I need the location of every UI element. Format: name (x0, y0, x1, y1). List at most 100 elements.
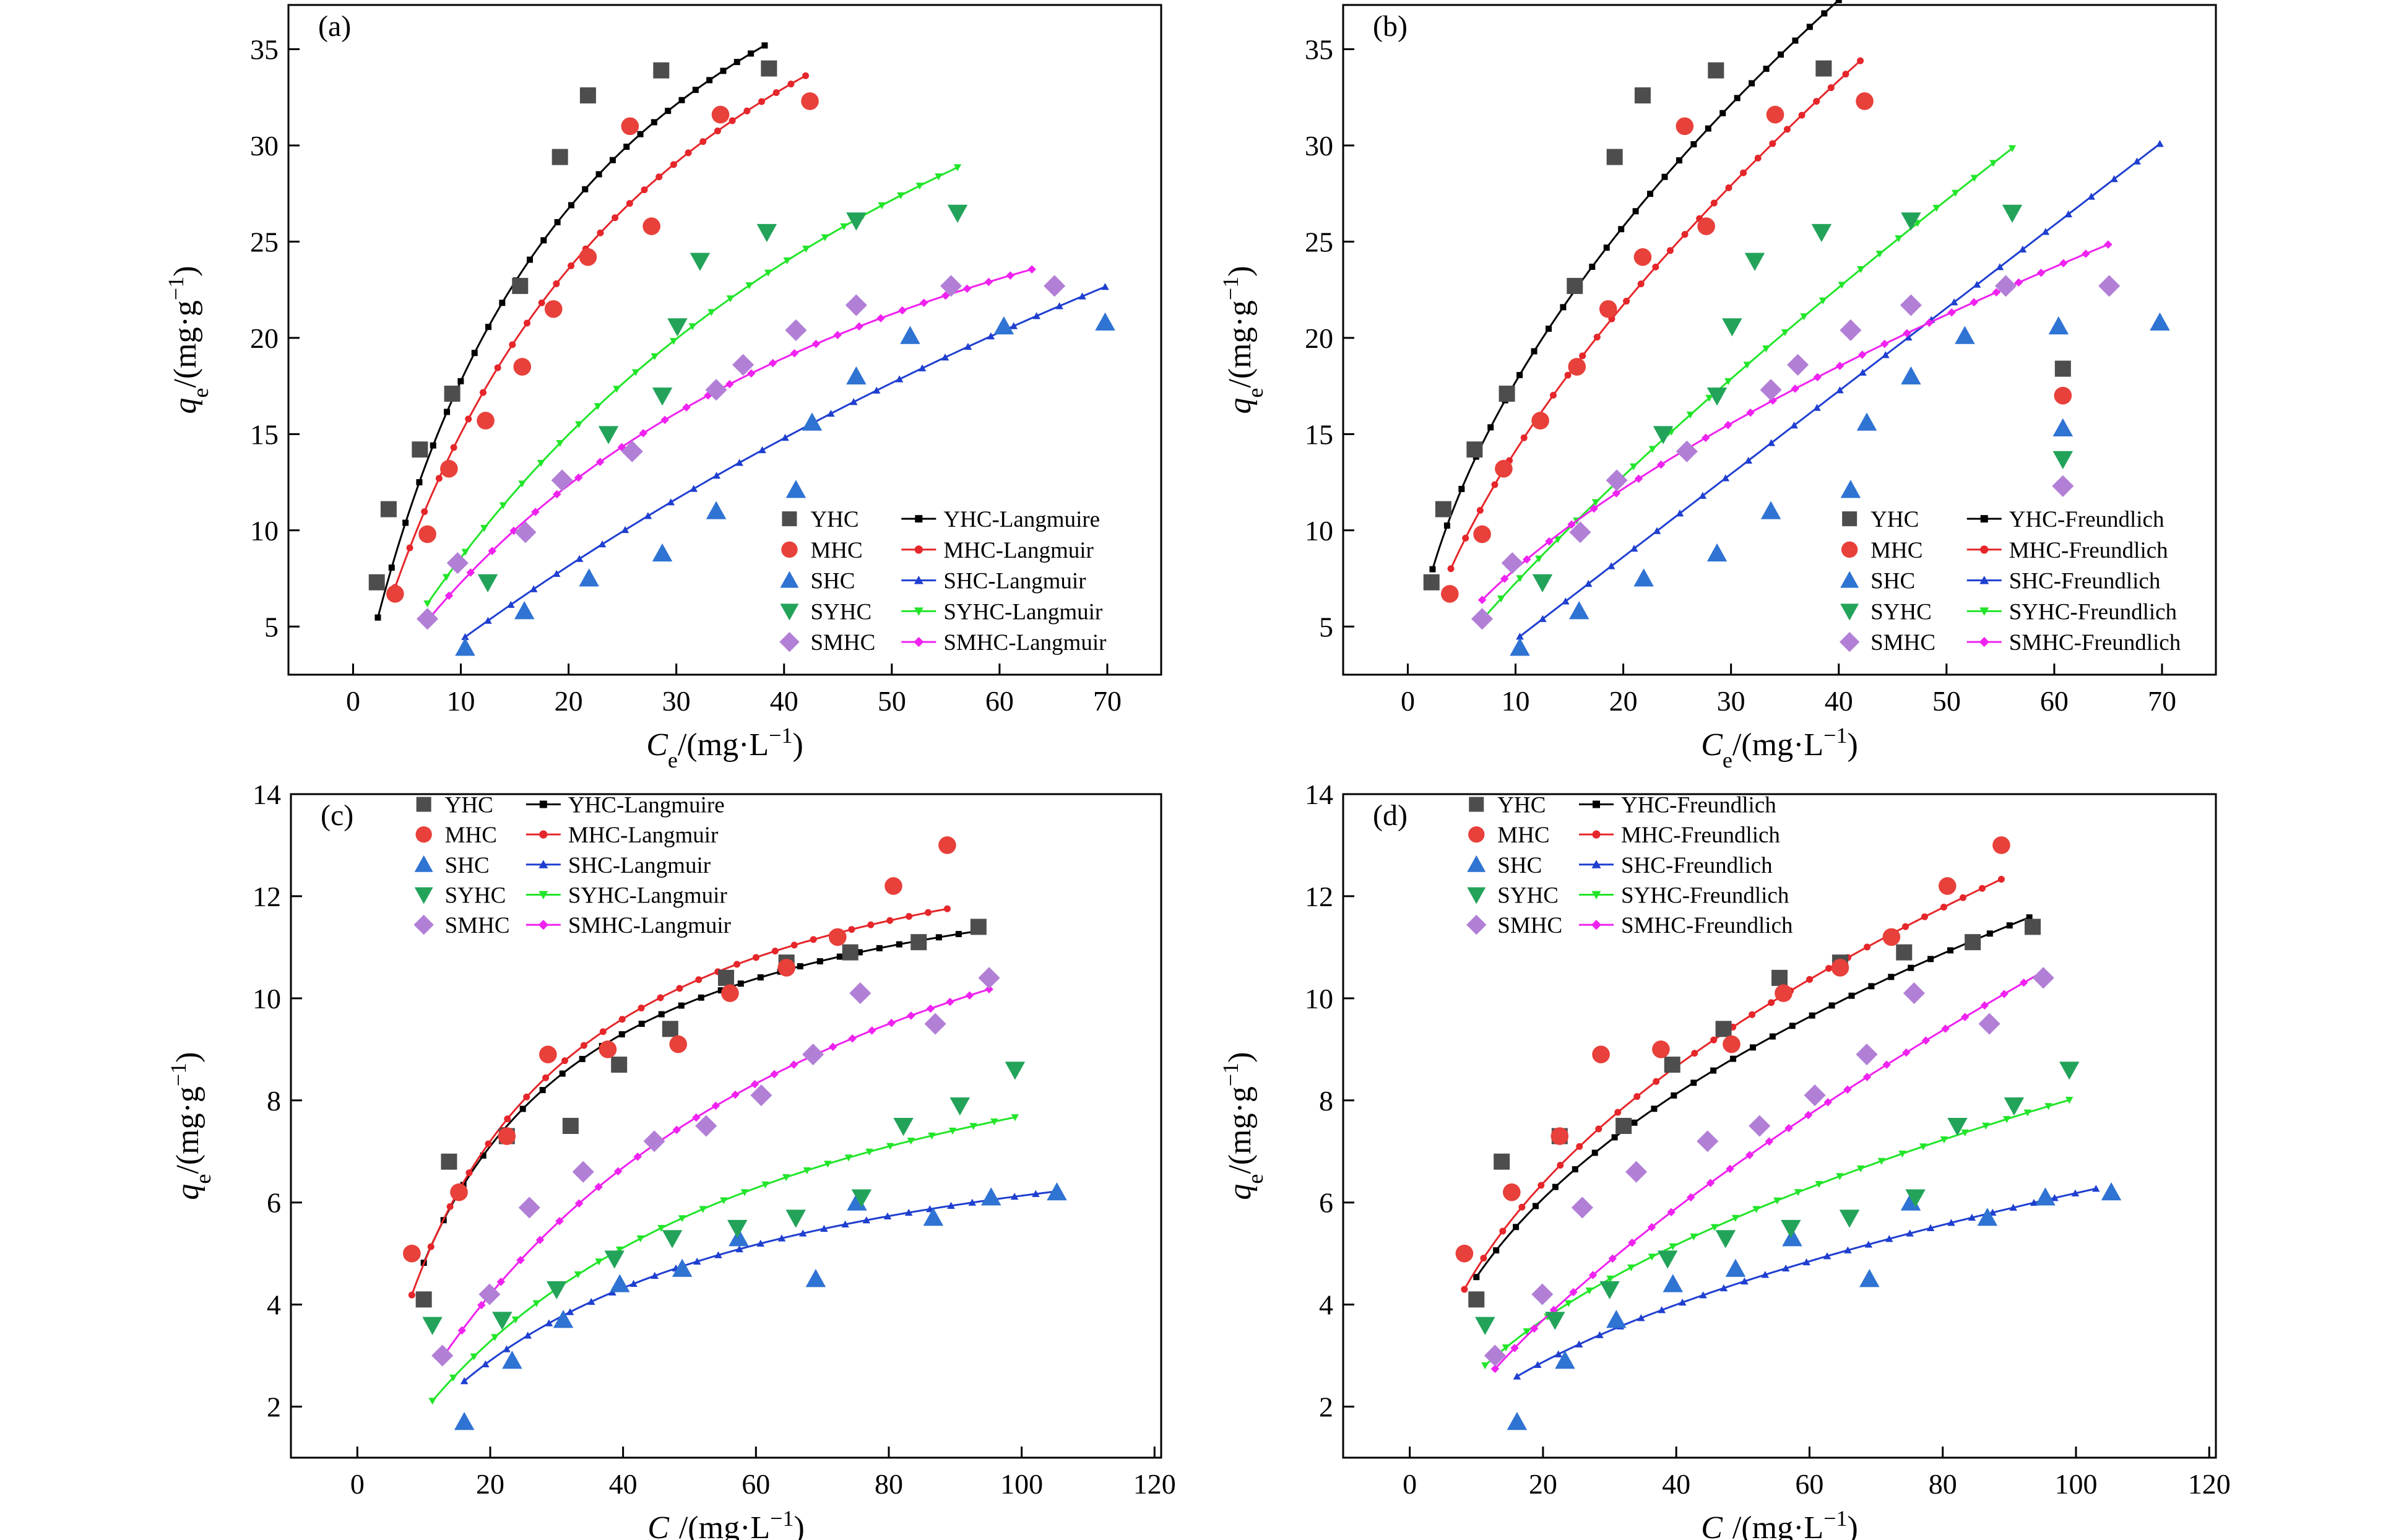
fit-point (1908, 964, 1914, 971)
fit-point (636, 1235, 645, 1243)
data-point (785, 319, 807, 342)
x-tick-label: 100 (2054, 1468, 2097, 1500)
fit-point (2026, 914, 2033, 921)
fit-point (1032, 312, 1040, 319)
fit-syhc-freundlich (1481, 1097, 2074, 1370)
fit-point (637, 131, 644, 137)
fit-point (1461, 1286, 1468, 1293)
x-axis-title: Ce/(mg·L−1) (647, 1506, 805, 1540)
fit-point (733, 961, 741, 968)
series-shc (454, 1182, 1067, 1430)
fit-point (1564, 1300, 1573, 1307)
data-point (1856, 412, 1877, 431)
data-point (446, 552, 469, 574)
fit-point (865, 1148, 873, 1156)
fit-point (1523, 1328, 1531, 1336)
fit-point (1838, 282, 1846, 289)
fit-point (692, 87, 699, 93)
fit-point (1740, 169, 1747, 176)
legend-marker (780, 571, 799, 588)
fit-point (1510, 1344, 1519, 1352)
data-point (669, 1035, 688, 1053)
data-point (947, 204, 968, 223)
data-point (1503, 1183, 1521, 1201)
legend-fit-marker (914, 607, 923, 616)
x-axis-title: Ce/(mg·L−1) (1701, 1506, 1858, 1540)
fit-point (729, 117, 736, 124)
fit-point (1719, 110, 1726, 116)
fit-point (1749, 80, 1755, 87)
fit-point (555, 1217, 564, 1226)
fit-point (1731, 1214, 1740, 1222)
fit-point (1706, 1179, 1715, 1187)
fit-point (416, 479, 423, 486)
fit-point (1588, 1271, 1598, 1279)
fit-point (2087, 192, 2095, 200)
fit-point (1055, 302, 1063, 309)
x-tick-label: 70 (1093, 685, 1122, 717)
data-point (1625, 1161, 1648, 1183)
data-point (1676, 440, 1698, 462)
data-point (978, 967, 1000, 989)
fit-point (1989, 160, 1997, 167)
fit-point (711, 1101, 720, 1110)
fit-point (1554, 536, 1562, 543)
data-point (785, 480, 807, 498)
x-tick-label: 30 (1717, 685, 1745, 717)
data-point (2048, 316, 2069, 335)
fit-point (1815, 1181, 1823, 1188)
fit-point (1726, 1164, 1734, 1174)
x-tick-label: 60 (742, 1468, 770, 1500)
fit-point (1842, 71, 1849, 78)
fit-point (1552, 1183, 1559, 1190)
data-point (444, 386, 461, 402)
fit-point (1798, 111, 1806, 119)
fit-point (1447, 565, 1455, 573)
data-point (1606, 1310, 1627, 1328)
series-yhc (1423, 60, 1832, 590)
data-point (621, 440, 643, 462)
fit-point (524, 1331, 532, 1339)
fit-point (1564, 371, 1572, 379)
fit-line (394, 75, 807, 588)
data-point (1760, 501, 1781, 519)
x-tick-label: 10 (1502, 685, 1530, 717)
fit-point (1745, 1151, 1754, 1159)
fit-point (1520, 434, 1528, 441)
data-point (1592, 1045, 1610, 1063)
fit-point (678, 1002, 685, 1009)
data-point (512, 277, 529, 294)
fit-point (1699, 1291, 1707, 1299)
fit-point (503, 1345, 511, 1352)
fit-point (670, 161, 677, 168)
series-syhc (1475, 1062, 2080, 1335)
fit-point (1843, 1085, 1852, 1094)
fit-point (1719, 1284, 1728, 1292)
fit-point (2006, 922, 2013, 929)
data-point (1568, 358, 1586, 376)
legend: YHC MHC SHC SYHC SMHC YHC-Freundlich MHC-Freun… (1466, 792, 1793, 938)
legend-label: SHC (810, 569, 855, 594)
fit-point (1734, 95, 1741, 102)
legend-fit-marker (538, 920, 548, 930)
fit-point (820, 1224, 828, 1232)
series-mhc (1441, 92, 1874, 603)
legend-marker (1840, 571, 1859, 588)
data-point (652, 543, 673, 562)
fit-point (984, 277, 993, 287)
data-point (805, 1269, 826, 1287)
legend-label: MHC (445, 823, 497, 848)
data-point (1706, 387, 1728, 406)
fit-point (1458, 485, 1465, 492)
fit-point (1631, 1119, 1638, 1126)
fit-point (1741, 1277, 1749, 1285)
legend: YHC MHC SHC SYHC SMHC YHC-Langmuire MHC-Langmu… (413, 792, 731, 938)
fit-point (872, 386, 881, 394)
fit-point (1569, 1287, 1578, 1297)
data-point (1938, 877, 1957, 895)
data-point (1633, 248, 1652, 266)
fit-point (587, 1297, 595, 1305)
fit-point (582, 186, 589, 192)
legend-fit-marker (1979, 637, 1989, 647)
fit-point (1968, 1213, 1976, 1221)
